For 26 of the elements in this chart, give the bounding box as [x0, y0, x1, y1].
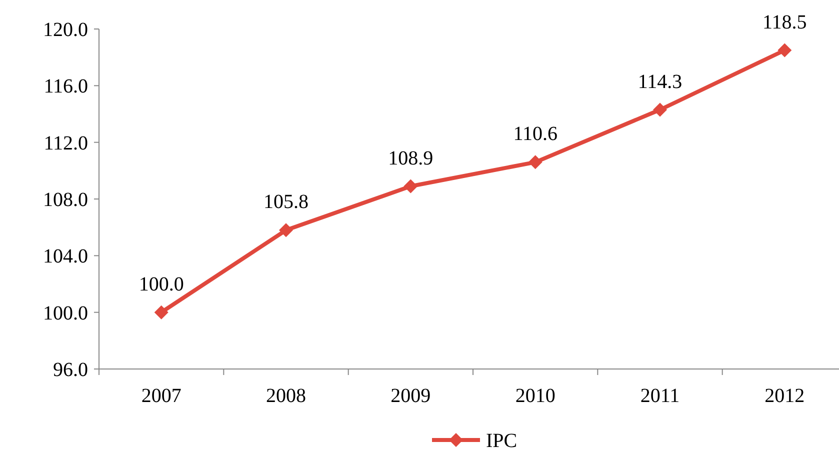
point: [279, 223, 293, 238]
point: [528, 155, 542, 170]
y-tick-label: 116.0: [44, 76, 88, 98]
text: 114.3: [638, 70, 682, 93]
x-tick-label: 2007: [141, 385, 182, 407]
x-tick-label: 2008: [266, 385, 306, 407]
y-tick-label: 108.0: [43, 189, 88, 211]
x-tick-label: 2010: [515, 385, 556, 407]
y-tick-label: 96.0: [53, 359, 88, 381]
text: 108.9: [388, 147, 434, 170]
x-tick-label: 2009: [390, 385, 431, 407]
y-tick-label: 120.0: [43, 19, 88, 41]
point: [653, 102, 667, 117]
x-tick-label: 2012: [764, 385, 805, 407]
text: 105.8: [264, 191, 308, 214]
legend-label: IPC: [486, 430, 518, 452]
point: [154, 305, 168, 320]
x-tick-label: 2011: [640, 385, 680, 407]
point: [778, 43, 792, 58]
text: 118.5: [762, 11, 807, 34]
y-tick-label: 104.0: [43, 246, 88, 268]
point: [404, 179, 418, 194]
text: 110.6: [513, 123, 558, 146]
y-tick-label: 112.0: [44, 132, 88, 154]
text: 100.0: [138, 273, 184, 296]
y-tick-label: 100.0: [43, 302, 88, 324]
